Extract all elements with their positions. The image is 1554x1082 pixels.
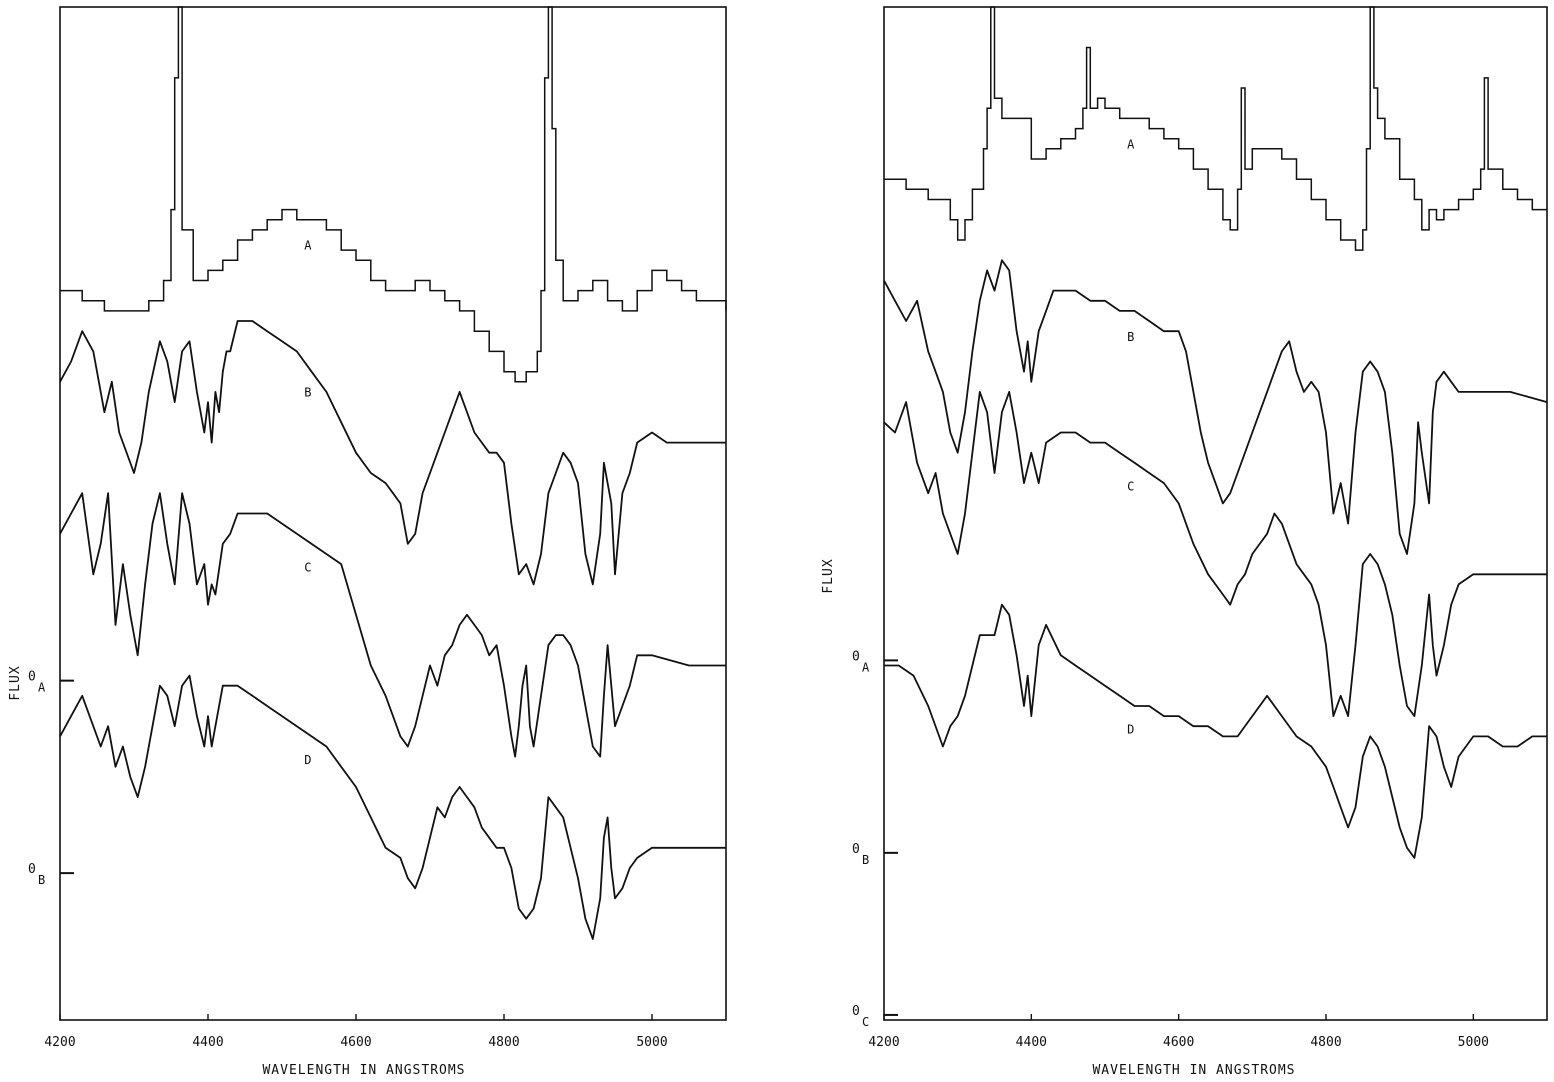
left-series-label-D: D <box>304 753 311 767</box>
right-series-C-line <box>883 391 1547 717</box>
right-xtick-label-2: 4600 <box>1163 1035 1194 1050</box>
right-zero-sub-B: B <box>862 853 869 867</box>
right-zero-label-A: 0 <box>852 649 860 664</box>
right-series-label-C: C <box>1127 479 1134 493</box>
left-series-C-line <box>59 492 726 758</box>
right-xtick-label-4: 5000 <box>1458 1035 1489 1050</box>
right-xtick-label-3: 4800 <box>1310 1035 1341 1050</box>
right-zero-label-B: 0 <box>852 842 860 857</box>
right-series-label-A: A <box>1127 137 1135 151</box>
left-xtick-label-2: 4600 <box>340 1035 371 1050</box>
right-zero-sub-A: A <box>862 660 870 674</box>
right-series-B-line <box>883 259 1548 555</box>
left-series-label-B: B <box>304 386 311 400</box>
right-x-axis-label: WAVELENGTH IN ANGSTROMS <box>1092 1063 1295 1078</box>
left-y-axis-label: FLUX <box>8 665 23 700</box>
right-series-label-B: B <box>1127 330 1134 344</box>
left-zero-sub-B: B <box>38 873 45 887</box>
left-series-group: A B C D <box>59 6 727 940</box>
left-zero-label-B: 0 <box>28 862 36 877</box>
left-series-label-A: A <box>304 239 312 253</box>
right-x-ticks: 4200 4400 4600 4800 5000 <box>868 1014 1489 1050</box>
left-x-axis-label: WAVELENGTH IN ANGSTROMS <box>262 1063 465 1078</box>
left-xtick-label-0: 4200 <box>44 1035 75 1050</box>
left-zero-sub-A: A <box>38 681 46 695</box>
left-series-A-line <box>60 6 727 383</box>
right-plot-frame <box>883 6 1548 1021</box>
left-plot-frame <box>59 6 727 1021</box>
left-zero-label-A: 0 <box>28 670 36 685</box>
left-series-B-line <box>59 320 726 586</box>
left-xtick-label-3: 4800 <box>488 1035 519 1050</box>
right-xtick-label-0: 4200 <box>868 1035 899 1050</box>
left-series-label-C: C <box>304 560 311 574</box>
right-series-group: A B C D <box>883 6 1548 859</box>
left-xtick-label-1: 4400 <box>192 1035 223 1050</box>
left-x-ticks: 4200 4400 4600 4800 5000 <box>44 1014 668 1050</box>
right-zero-label-C: 0 <box>852 1004 860 1019</box>
left-xtick-label-4: 5000 <box>636 1035 667 1050</box>
right-zero-sub-C: C <box>862 1015 869 1029</box>
right-xtick-label-1: 4400 <box>1016 1035 1047 1050</box>
left-series-D-line <box>59 674 726 940</box>
right-series-label-D: D <box>1127 722 1134 736</box>
right-series-A-line <box>884 6 1547 251</box>
right-y-axis-label: FLUX <box>821 558 836 593</box>
right-series-D-line <box>884 603 1547 859</box>
